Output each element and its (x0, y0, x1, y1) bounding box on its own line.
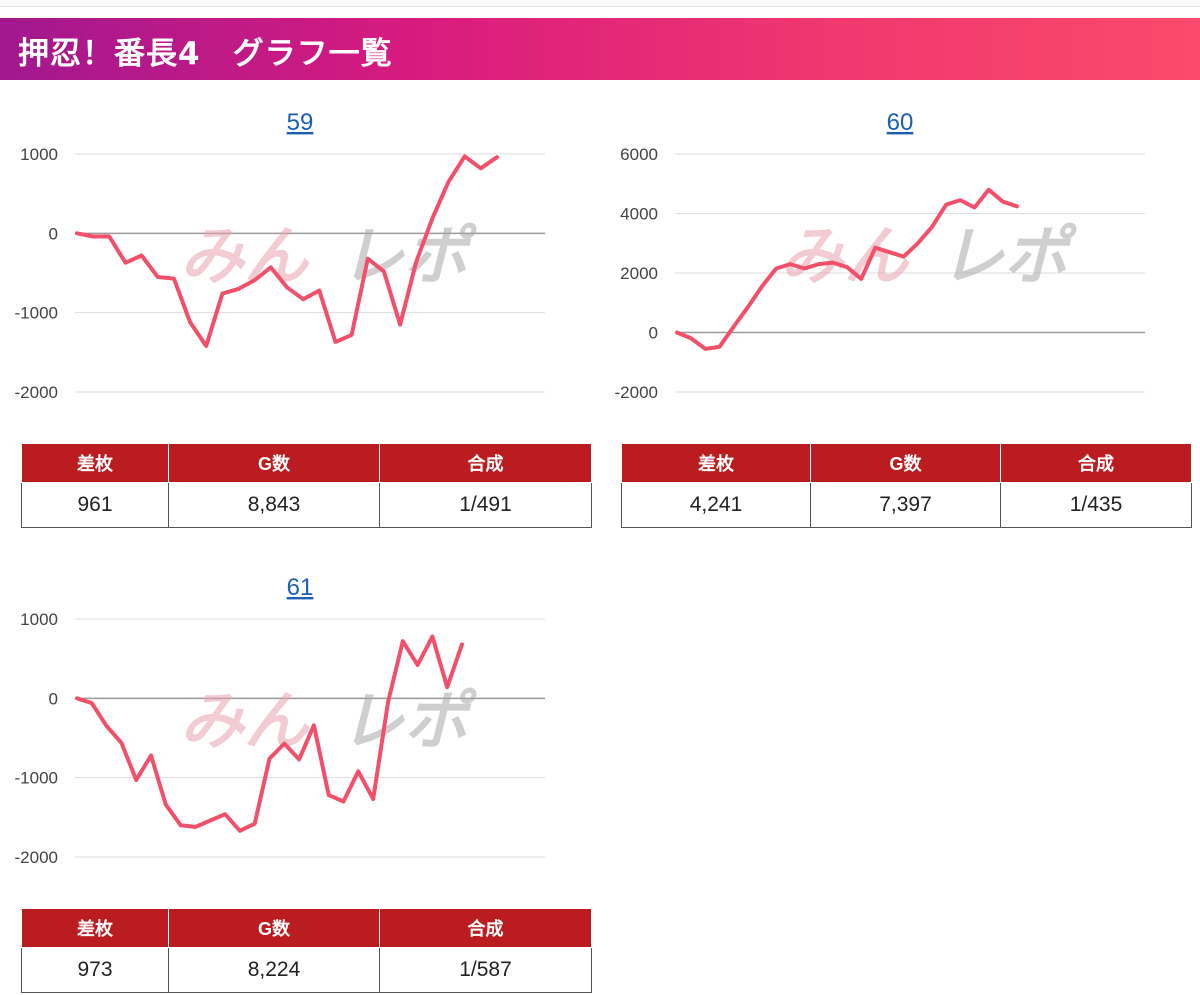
combined-value: 1/435 (1000, 482, 1192, 528)
y-tick-label: -1000 (15, 769, 58, 788)
diff-header: 差枚 (21, 908, 169, 948)
y-tick-label: 1000 (20, 145, 58, 164)
y-tick-label: 1000 (20, 610, 58, 629)
machine-number-link[interactable]: 59 (287, 109, 314, 136)
stats-header-row: 差枚 G数 合成 (21, 443, 592, 483)
y-tick-label: 4000 (620, 205, 658, 224)
diff-header: 差枚 (21, 443, 169, 483)
page-header-banner: 押忍！番長4 グラフ一覧 (0, 18, 1200, 80)
series-line (675, 187, 1019, 351)
games-header: G数 (168, 908, 380, 948)
y-tick-label: 0 (649, 324, 658, 343)
y-tick-label: 0 (49, 224, 58, 243)
watermark-text: みん (780, 220, 910, 294)
stats-value-row: 961 8,843 1/491 (21, 482, 592, 528)
y-tick-label: 6000 (620, 145, 658, 164)
machine-number-link[interactable]: 60 (887, 109, 914, 136)
machine-panel-61: 1000 0 -1000 -2000 みん レポ 61 差枚 G数 合成 973 8,224… (0, 565, 600, 995)
stats-value-row: 4,241 7,397 1/435 (621, 482, 1192, 528)
combined-value: 1/587 (379, 947, 592, 993)
stats-table-60: 差枚 G数 合成 4,241 7,397 1/435 (621, 443, 1192, 528)
watermark-text: レポ (340, 685, 478, 759)
machine-number-link[interactable]: 61 (287, 574, 314, 601)
combined-header: 合成 (379, 908, 592, 948)
chart-60: 6000 4000 2000 0 -2000 みん レポ 60 (615, 109, 1145, 402)
combined-header: 合成 (379, 443, 592, 483)
y-tick-label: -2000 (15, 848, 58, 867)
stats-header-row: 差枚 G数 合成 (21, 908, 592, 948)
stats-value-row: 973 8,224 1/587 (21, 947, 592, 993)
diff-value: 973 (21, 947, 169, 993)
combined-value: 1/491 (379, 482, 592, 528)
watermark-text: みん (180, 220, 310, 294)
machine-panel-59: 1000 0 -1000 -2000 みん レポ 59 差枚 G数 合成 961 8,843… (0, 100, 600, 530)
combined-header: 合成 (1000, 443, 1192, 483)
games-header: G数 (168, 443, 380, 483)
y-tick-label: -1000 (15, 304, 58, 323)
page-title: 押忍！番長4 グラフ一覧 (18, 36, 393, 72)
games-value: 7,397 (810, 482, 1001, 528)
series-line (75, 154, 499, 348)
stats-table-59: 差枚 G数 合成 961 8,843 1/491 (21, 443, 592, 528)
y-tick-label: 2000 (620, 264, 658, 283)
y-tick-label: -2000 (615, 383, 658, 402)
y-tick-label: 0 (49, 689, 58, 708)
stats-table-61: 差枚 G数 合成 973 8,224 1/587 (21, 908, 592, 993)
top-edge (0, 0, 1200, 7)
series-line (75, 634, 464, 833)
machine-panel-60: 6000 4000 2000 0 -2000 みん レポ 60 差枚 G数 合成 4,241 … (600, 100, 1200, 530)
games-value: 8,224 (168, 947, 380, 993)
stats-header-row: 差枚 G数 合成 (621, 443, 1192, 483)
diff-header: 差枚 (621, 443, 811, 483)
games-value: 8,843 (168, 482, 380, 528)
diff-value: 4,241 (621, 482, 811, 528)
y-tick-label: -2000 (15, 383, 58, 402)
diff-value: 961 (21, 482, 169, 528)
watermark-text: レポ (940, 220, 1078, 294)
games-header: G数 (810, 443, 1001, 483)
